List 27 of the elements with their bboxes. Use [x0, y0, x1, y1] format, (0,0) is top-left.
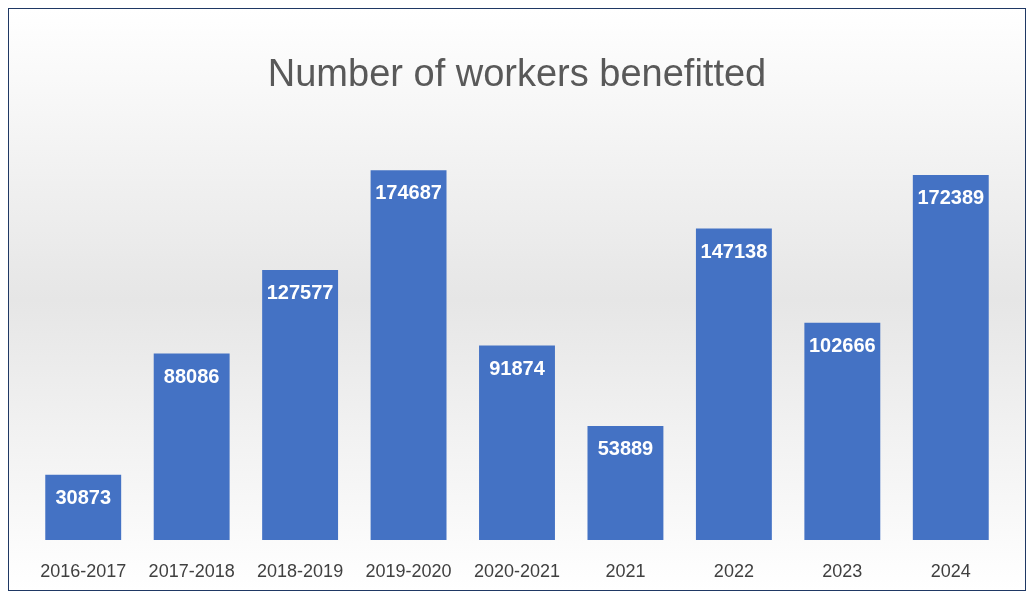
- bar: [262, 269, 339, 540]
- x-tick-label: 2016-2017: [40, 561, 127, 581]
- x-tick-label: 2017-2018: [148, 561, 235, 581]
- bar: [153, 353, 230, 540]
- data-label: 127577: [266, 280, 334, 303]
- x-tick-label: 2023: [822, 561, 863, 581]
- x-tick-label: 2024: [930, 561, 971, 581]
- data-label: 172389: [917, 186, 985, 209]
- data-label: 91874: [489, 356, 546, 379]
- data-label: 147138: [700, 239, 768, 262]
- bar: [804, 322, 881, 540]
- bar: [479, 345, 555, 540]
- x-tick-label: 2021: [605, 561, 646, 581]
- bar: [912, 175, 989, 540]
- bar: [587, 425, 664, 540]
- data-label: 88086: [163, 364, 220, 387]
- x-tick-label: 2018-2019: [257, 561, 344, 581]
- data-label: 174687: [375, 181, 442, 204]
- bar: [370, 170, 447, 540]
- x-tick-label: 2022: [713, 561, 754, 581]
- chart-title: Number of workers benefitted: [267, 52, 767, 94]
- data-label: 30873: [55, 485, 112, 508]
- x-tick-label: 2020-2021: [473, 561, 561, 581]
- x-tick-label: 2019-2020: [365, 561, 452, 581]
- data-label: 53889: [597, 436, 654, 459]
- data-label: 102666: [808, 333, 876, 356]
- bar: [695, 228, 772, 540]
